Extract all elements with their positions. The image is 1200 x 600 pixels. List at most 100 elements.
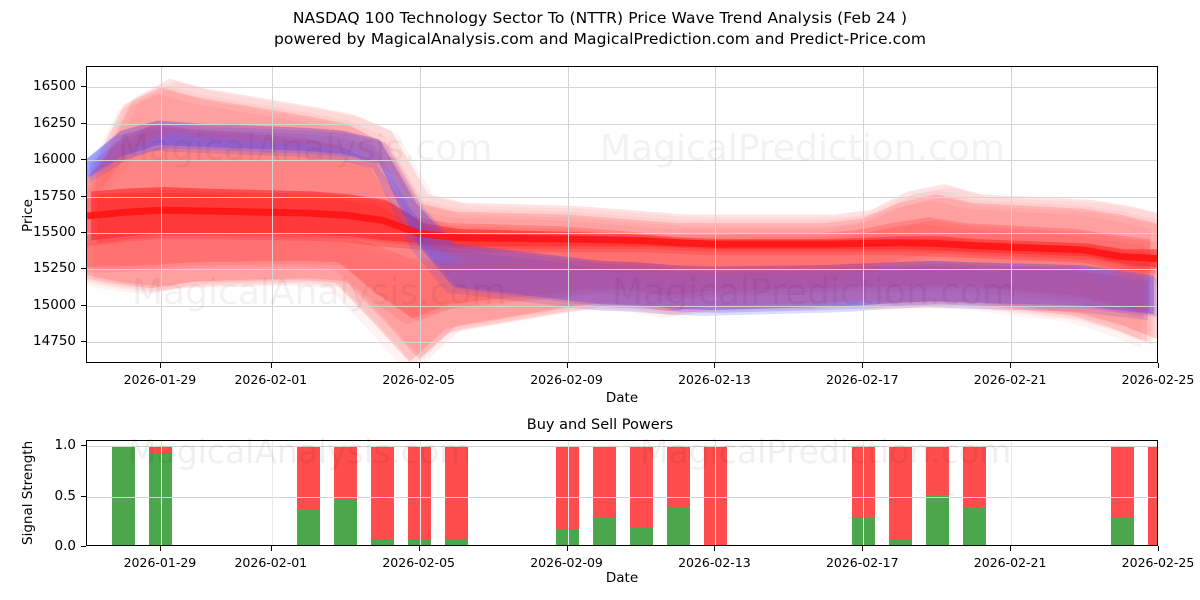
price-x-tick-label: 2026-02-17 [825, 372, 899, 387]
signal-bar[interactable] [371, 441, 395, 545]
sell-power-segment [629, 445, 653, 545]
price-trend-line [87, 206, 1157, 263]
price-x-tick-label: 2026-02-13 [678, 372, 751, 387]
wave-band-red-band-outer [87, 87, 1157, 360]
signal-bar[interactable] [666, 441, 690, 545]
price-y-tickmark [81, 341, 86, 343]
price-x-tick-label: 2026-02-05 [382, 372, 456, 387]
wave-band-red-band-core [90, 187, 1157, 268]
price-gridline-h [87, 232, 1157, 234]
price-gridline-v [715, 67, 717, 362]
wave-band-blue-band [87, 120, 1155, 315]
sell-power-segment [445, 445, 469, 545]
signal-y-tick-label: 0.5 [54, 487, 76, 504]
signal-y-tick-label: 0.0 [54, 538, 76, 554]
price-x-tickmark [714, 363, 716, 368]
signal-gridline-h [87, 496, 1157, 498]
signal-x-tickmark [270, 546, 272, 551]
signal-y-tick-label: 1.0 [54, 437, 76, 454]
sell-power-segment [371, 445, 395, 545]
signal-bar[interactable] [334, 441, 358, 545]
price-x-tickmark [1010, 363, 1012, 368]
wave-band-blue-band-echo [87, 126, 1149, 321]
signal-bar[interactable] [445, 441, 469, 545]
signal-plot-title: Buy and Sell Powers [526, 417, 674, 433]
price-x-tickmark [270, 363, 272, 368]
buy-power-segment [925, 495, 949, 545]
signal-x-tick-label: 2026-02-21 [973, 555, 1047, 570]
price-x-tick-label: 2026-01-29 [123, 372, 197, 387]
price-gridline-v [1011, 67, 1013, 362]
title-line-1: NASDAQ 100 Technology Sector To (NTTR) P… [292, 9, 908, 27]
price-y-tickmark [81, 304, 86, 306]
signal-gridline-v [567, 441, 569, 545]
buy-power-segment [888, 540, 912, 545]
price-x-tick-label: 2026-02-09 [530, 372, 603, 387]
price-x-tickmark [862, 363, 864, 368]
signal-x-tick-label: 2026-02-01 [234, 555, 308, 570]
price-x-tick-label: 2026-02-21 [973, 372, 1047, 387]
wave-band-red-band-outer-echo [92, 90, 1157, 362]
signal-bar[interactable] [888, 441, 912, 545]
signal-bar[interactable] [297, 441, 321, 545]
signal-x-tickmark [862, 546, 864, 551]
signal-x-axis-label: Date [605, 570, 639, 586]
price-y-tick-label: 15000 [33, 296, 76, 313]
price-x-tick-label: 2026-02-01 [234, 372, 308, 387]
buy-power-segment [962, 507, 986, 545]
price-y-tickmark [81, 231, 86, 233]
signal-x-tickmark [1010, 546, 1012, 551]
wave-band-red-wedge-upper-echo [101, 81, 1157, 278]
signal-gridline-v [863, 441, 865, 545]
signal-y-tickmark [81, 546, 86, 547]
buy-power-segment [629, 528, 653, 545]
signal-x-tick-label: 2026-01-29 [123, 555, 197, 570]
price-gridline-h [87, 305, 1157, 307]
signal-y-tickmark [81, 495, 86, 497]
wave-band-red-wedge-lower-echo [87, 237, 1142, 362]
price-wave-bands [87, 78, 1157, 362]
sell-power-segment [1147, 445, 1157, 545]
wave-band-red-band-mid-echo [87, 126, 1157, 322]
signal-bar[interactable] [962, 441, 986, 545]
buy-power-segment [334, 499, 358, 545]
page-title: NASDAQ 100 Technology Sector To (NTTR) P… [0, 8, 1200, 50]
price-y-tick-label: 15500 [33, 223, 76, 240]
price-y-tickmark [81, 122, 86, 124]
signal-x-tickmark [159, 546, 161, 551]
signal-x-tick-label: 2026-02-25 [1121, 555, 1195, 570]
price-gridline-h [87, 342, 1157, 344]
price-x-tickmark [1158, 363, 1159, 368]
price-y-tick-label: 14750 [33, 333, 76, 350]
wave-band-red-band-core-echo [96, 190, 1157, 270]
price-gridline-h [87, 160, 1157, 162]
signal-bar[interactable] [1147, 441, 1157, 545]
signal-bar[interactable] [925, 441, 949, 545]
price-gridline-v [567, 67, 569, 362]
signal-x-tick-label: 2026-02-13 [678, 555, 751, 570]
signal-bar[interactable] [1110, 441, 1134, 545]
signal-y-axis-label: Signal Strength [20, 440, 36, 545]
buy-power-segment [593, 518, 617, 545]
signal-x-tick-label: 2026-02-09 [530, 555, 603, 570]
price-x-tick-label: 2026-02-25 [1121, 372, 1195, 387]
signal-bar[interactable] [593, 441, 617, 545]
signal-y-tickmark [81, 445, 86, 447]
buy-sell-powers-plot [86, 440, 1158, 546]
signal-bar[interactable] [629, 441, 653, 545]
price-gridline-h [87, 123, 1157, 125]
price-x-tickmark [566, 363, 568, 368]
signal-gridline-v [715, 441, 717, 545]
price-gridline-v [271, 67, 273, 362]
price-y-tick-label: 15750 [33, 187, 76, 204]
price-x-tickmark [159, 363, 161, 368]
price-y-tick-label: 16000 [33, 151, 76, 168]
wave-band-red-wedge-upper [95, 78, 1157, 277]
price-y-tickmark [81, 268, 86, 270]
signal-gridline-v [271, 441, 273, 545]
wave-band-blue-band-echo [89, 123, 1157, 317]
wave-band-red-wedge-lower-echo [87, 234, 1154, 362]
price-y-tick-label: 15250 [33, 260, 76, 277]
signal-gridline-v [419, 441, 421, 545]
signal-bar[interactable] [112, 441, 136, 545]
